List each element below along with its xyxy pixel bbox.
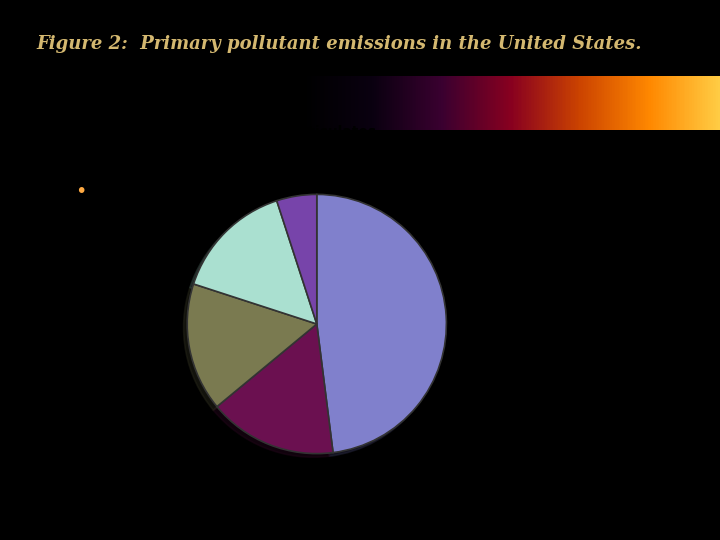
Text: Figure 2:  Primary pollutant emissions in the United States.: Figure 2: Primary pollutant emissions in… <box>36 35 642 53</box>
Wedge shape <box>194 201 317 324</box>
Text: •: • <box>76 182 87 201</box>
Text: CO
48%: CO 48% <box>488 302 521 333</box>
Wedge shape <box>217 324 333 454</box>
Wedge shape <box>187 284 317 407</box>
Text: SO2
16%: SO2 16% <box>307 503 340 533</box>
Text: Particulates
5%: Particulates 5% <box>283 125 377 156</box>
Text: VOCs
15%: VOCs 15% <box>118 231 158 261</box>
Wedge shape <box>276 194 317 324</box>
Wedge shape <box>317 194 446 453</box>
Text: NOx
16%: NOx 16% <box>104 338 138 368</box>
